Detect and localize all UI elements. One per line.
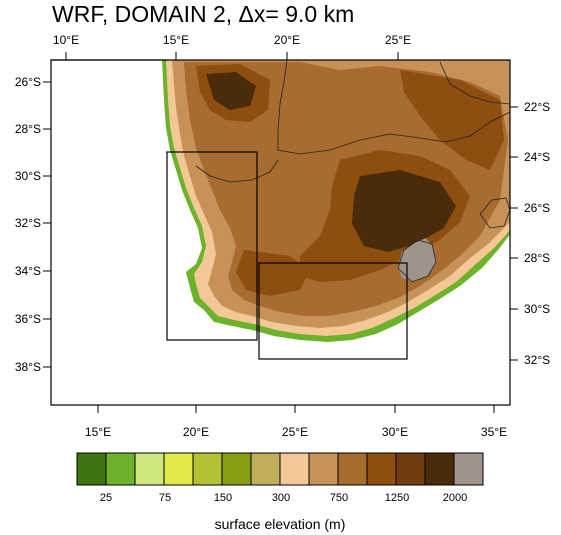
right-tick-label: 26°S	[524, 201, 550, 215]
country-border	[397, 239, 437, 283]
colorbar-tick-label: 2000	[443, 492, 467, 504]
bottom-tick-label: 20°E	[183, 425, 209, 439]
colorbar-labels: 25 75 150 300 750 1250 2000	[100, 492, 467, 504]
colorbar-swatch	[134, 452, 165, 486]
top-tick-label: 10°E	[53, 33, 79, 47]
left-tick-label: 38°S	[15, 360, 41, 374]
left-tick-label: 30°S	[15, 169, 41, 183]
right-axis: 22°S 24°S 26°S 28°S 30°S 32°S	[510, 100, 550, 367]
bottom-tick-label: 30°E	[382, 425, 408, 439]
bottom-tick-label: 25°E	[282, 425, 308, 439]
country-border	[439, 61, 510, 105]
map-title: WRF, DOMAIN 2, Δx= 9.0 km	[52, 1, 354, 27]
colorbar-swatch	[163, 452, 194, 486]
colorbar-tick-label: 75	[159, 492, 171, 504]
left-tick-label: 28°S	[15, 122, 41, 136]
colorbar-swatch	[221, 452, 252, 486]
colorbar-swatch	[76, 452, 107, 486]
left-axis: 26°S 28°S 30°S 32°S 34°S 36°S 38°S	[15, 75, 51, 374]
right-tick-label: 22°S	[524, 100, 550, 114]
plot-frame	[50, 59, 511, 406]
domain-box-south	[258, 262, 408, 360]
land-peak	[352, 170, 456, 252]
left-tick-label: 32°S	[15, 216, 41, 230]
land-peak	[206, 72, 256, 110]
bottom-axis: 15°E 20°E 25°E 30°E 35°E	[85, 405, 507, 439]
right-tick-label: 32°S	[524, 353, 550, 367]
left-tick-label: 26°S	[15, 75, 41, 89]
country-border	[195, 159, 279, 183]
top-tick-label: 15°E	[163, 33, 189, 47]
colorbar-swatch	[279, 452, 310, 486]
right-tick-label: 30°S	[524, 302, 550, 316]
colorbar	[76, 452, 484, 486]
colorbar-swatch	[105, 452, 136, 486]
country-border	[277, 60, 510, 155]
colorbar-swatch	[366, 452, 397, 486]
colorbar-tick-label: 1250	[385, 492, 409, 504]
colorbar-tick-label: 300	[272, 492, 290, 504]
land-highland	[236, 250, 310, 296]
country-border	[479, 197, 510, 229]
bottom-tick-label: 15°E	[85, 425, 111, 439]
colorbar-title: surface elevation (m)	[215, 516, 346, 532]
terrain-layer	[162, 60, 510, 342]
colorbar-tick-label: 25	[100, 492, 112, 504]
colorbar-swatch	[192, 452, 223, 486]
colorbar-swatch	[250, 452, 281, 486]
colorbar-swatch	[395, 452, 426, 486]
colorbar-swatch	[308, 452, 339, 486]
left-tick-label: 36°S	[15, 312, 41, 326]
colorbar-tick-label: 150	[214, 492, 232, 504]
top-axis: 10°E 15°E 20°E 25°E	[53, 33, 411, 60]
right-tick-label: 28°S	[524, 251, 550, 265]
bottom-tick-label: 35°E	[481, 425, 507, 439]
land-highland	[400, 70, 504, 170]
colorbar-tick-label: 750	[330, 492, 348, 504]
top-tick-label: 25°E	[385, 33, 411, 47]
left-tick-label: 34°S	[15, 264, 41, 278]
colorbar-swatch	[337, 452, 368, 486]
top-tick-label: 20°E	[274, 33, 300, 47]
colorbar-swatch	[424, 452, 455, 486]
domain-box-west	[166, 151, 258, 341]
right-tick-label: 24°S	[524, 150, 550, 164]
colorbar-swatch	[453, 452, 484, 486]
